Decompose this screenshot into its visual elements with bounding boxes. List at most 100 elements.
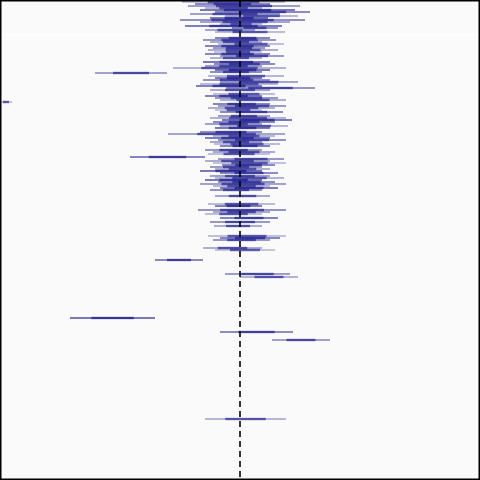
interval-core	[148, 155, 187, 159]
interval-row	[210, 70, 262, 74]
interval-row	[225, 14, 298, 18]
interval-row	[220, 54, 284, 58]
interval-core	[223, 165, 249, 169]
interval-row	[218, 180, 275, 184]
interval-core	[216, 4, 272, 8]
interval-core	[229, 116, 267, 120]
interval-row	[210, 116, 286, 120]
interval-row	[173, 66, 286, 70]
interval-core	[219, 94, 248, 98]
interval-core	[226, 50, 250, 54]
interval-core	[219, 6, 248, 10]
interval-core	[219, 178, 248, 182]
interval-core	[221, 159, 254, 163]
interval-row	[220, 171, 278, 175]
interval-row	[214, 224, 262, 228]
interval-core	[197, 132, 256, 136]
interval-core	[230, 248, 260, 252]
interval-row	[208, 48, 278, 52]
interval-row	[168, 132, 285, 136]
interval-core	[234, 157, 268, 161]
interval-row	[226, 86, 315, 90]
interval-core	[232, 176, 267, 180]
interval-row	[196, 84, 262, 88]
interval-row	[215, 36, 270, 40]
interval-row	[130, 155, 205, 159]
interval-row	[220, 110, 283, 114]
interval-row	[210, 40, 262, 44]
interval-row	[215, 204, 262, 208]
interval-row	[220, 98, 286, 102]
interval-row	[215, 248, 275, 252]
interval-core	[212, 12, 258, 16]
interval-core	[228, 167, 257, 171]
interval-core	[227, 74, 265, 78]
interval-core	[228, 150, 260, 154]
interval-core	[224, 202, 259, 206]
interval-row	[200, 82, 278, 86]
interval-core	[226, 46, 252, 50]
interval-core	[223, 40, 249, 44]
interval-core	[215, 130, 247, 134]
interval-row	[232, 26, 278, 30]
interval-row	[203, 38, 276, 42]
interval-row	[205, 122, 262, 126]
interval-core	[230, 22, 252, 26]
interval-row	[218, 114, 270, 118]
interval-core	[229, 62, 260, 66]
interval-core	[234, 42, 268, 46]
interval-row	[208, 234, 286, 238]
interval-core	[232, 30, 268, 34]
interval-core	[223, 152, 255, 156]
interval-core	[243, 14, 280, 18]
interval-core	[219, 212, 248, 216]
interval-core	[212, 84, 246, 88]
interval-core	[254, 275, 284, 279]
interval-core	[243, 26, 267, 30]
interval-row	[208, 152, 270, 156]
interval-core	[236, 98, 270, 102]
interval-core	[219, 64, 248, 68]
interval-row	[218, 42, 284, 46]
interval-core	[223, 140, 249, 144]
interval-core	[231, 161, 268, 165]
interval-core	[230, 96, 263, 100]
interval-core	[237, 124, 271, 128]
interval-row	[222, 118, 292, 122]
interval-core	[228, 92, 260, 96]
interval-core	[91, 316, 134, 320]
interval-row	[218, 157, 284, 161]
interval-row	[188, 4, 300, 8]
interval-row	[213, 134, 275, 138]
interval-core	[226, 224, 250, 228]
interval-row	[215, 10, 310, 14]
interval-row	[210, 88, 270, 92]
interval-row	[215, 176, 284, 180]
interval-row	[220, 236, 280, 240]
interval-row	[215, 76, 262, 80]
interval-core	[224, 16, 254, 20]
interval-row	[213, 184, 270, 188]
interval-core	[219, 82, 259, 86]
interval-row	[203, 78, 270, 82]
interval-core	[217, 28, 243, 32]
interval-row	[200, 169, 262, 173]
interval-row	[208, 74, 284, 78]
interval-row	[205, 212, 262, 216]
interval-row	[210, 188, 262, 192]
interval-core	[227, 210, 256, 214]
interval-row	[205, 178, 262, 182]
interval-core	[239, 118, 275, 122]
interval-row	[213, 120, 275, 124]
interval-core	[235, 163, 262, 167]
interval-core	[241, 272, 274, 276]
interval-row	[213, 161, 286, 165]
interval-row	[208, 202, 275, 206]
interval-row	[205, 44, 270, 48]
interval-core	[215, 169, 247, 173]
interval-row	[220, 124, 288, 128]
interval-core	[226, 76, 251, 80]
interval-core	[221, 136, 254, 140]
interval-row	[220, 144, 270, 148]
